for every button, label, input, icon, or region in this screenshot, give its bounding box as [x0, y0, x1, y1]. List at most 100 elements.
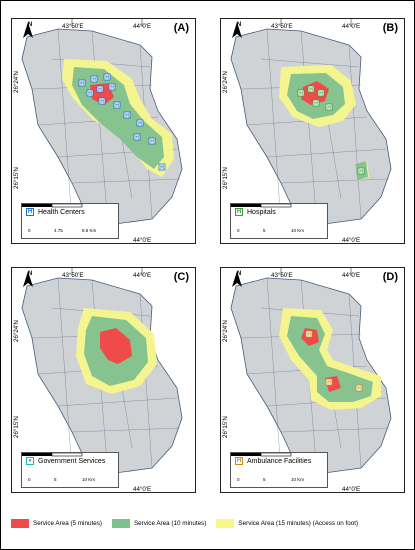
study-region: [230, 28, 392, 226]
longitude-label-left: 43°50'E: [62, 23, 84, 30]
facility-marker: [148, 137, 156, 145]
longitude-label-left: 43°50'E: [271, 23, 293, 30]
legend-item-10-min: Service Area (10 minutes): [111, 518, 207, 528]
facility-legend-label: Hospitals: [247, 208, 276, 216]
north-arrow: N: [232, 22, 246, 38]
longitude-label-bottom: 44°0'E: [133, 486, 152, 493]
facility-marker: [325, 378, 333, 386]
map-panel-c: N (C) 43°50'E 44°0'E 26°24'N 26°15'N 44°0'E ● Go…: [11, 267, 196, 493]
district-boundary: [266, 148, 387, 158]
facility-marker-glyph: H: [309, 87, 313, 93]
facility-legend-row: H Health Centers: [26, 208, 85, 216]
legend-item-15-min: Service Area (15 minutes) (Access on foo…: [216, 518, 359, 528]
scale-label: 10 Km: [291, 477, 305, 482]
scale-label: 0: [28, 228, 31, 233]
district-boundary: [266, 28, 282, 224]
scale-label: 0: [28, 477, 31, 482]
scale-bar: [231, 453, 292, 457]
district-boundary: [71, 427, 181, 433]
longitude-label-right: 44°0'E: [133, 272, 152, 279]
map-panel-a: H H H H H H H H H H H H H N (A) 43°50'E 44°0'E 26°24'N 26°…: [11, 18, 196, 244]
facility-marker-glyph: H: [92, 77, 96, 83]
latitude-label-bottom: 26°15'N: [222, 167, 229, 189]
north-arrow: N: [23, 271, 37, 287]
longitude-label-left: 43°50'E: [62, 272, 84, 279]
facility-icon: H: [235, 208, 243, 216]
district-boundary: [280, 178, 390, 184]
scale-label: 9.5 Km: [82, 228, 97, 233]
district-boundary: [57, 397, 178, 407]
facility-marker: [357, 167, 365, 175]
latitude-label-bottom: 26°15'N: [222, 416, 229, 438]
latitude-label-top: 26°24'N: [13, 71, 20, 93]
legend-item-5-min: Service Area (5 minutes): [11, 518, 102, 528]
facility-legend: H Hospitals 0 5 10 Km: [230, 203, 328, 239]
north-arrow: N: [23, 22, 37, 38]
facility-marker-glyph: H: [125, 113, 129, 119]
facility-marker-glyph: H: [135, 135, 139, 141]
scale-label: 0: [237, 477, 240, 482]
longitude-label-bottom: 44°0'E: [342, 237, 361, 244]
facility-marker: [312, 99, 320, 107]
district-boundary: [300, 30, 318, 226]
facility-marker: [108, 83, 116, 91]
facility-marker-glyph: H: [327, 105, 331, 111]
scale-label: 4.75: [54, 228, 63, 233]
facility-marker-glyph: H: [98, 87, 102, 93]
facility-marker: [113, 101, 121, 109]
facility-marker: [307, 85, 315, 93]
scale-bar: [231, 204, 292, 208]
facility-icon: H: [235, 457, 243, 465]
facility-marker: [90, 75, 98, 83]
facility-marker-glyph: H: [359, 169, 363, 175]
district-boundary: [71, 178, 181, 184]
district-boundary: [57, 28, 73, 224]
facility-marker-glyph: H: [319, 91, 323, 97]
north-label: N: [236, 22, 242, 28]
north-arrow-icon: [23, 271, 33, 287]
facility-marker: [305, 330, 313, 338]
facility-marker: [96, 85, 104, 93]
facility-marker: [123, 111, 131, 119]
latitude-label-top: 26°24'N: [222, 320, 229, 342]
facility-marker-glyph: H: [314, 101, 318, 107]
north-label: N: [236, 271, 242, 277]
facility-marker-glyph: H: [299, 91, 303, 97]
legend-label-15-min: Service Area (15 minutes) (Access on foo…: [238, 519, 359, 527]
facility-marker: [317, 89, 325, 97]
facility-marker: [297, 89, 305, 97]
north-arrow-icon: [232, 22, 242, 38]
legend-label-10-min: Service Area (10 minutes): [133, 519, 207, 527]
north-arrow-icon: [23, 22, 33, 38]
facility-marker: [78, 79, 86, 87]
scale-label: 5: [263, 228, 266, 233]
north-label: N: [27, 271, 33, 277]
facility-legend: ● Government Services 0 5 10 Km: [21, 452, 119, 488]
facility-marker-glyph: H: [357, 386, 361, 392]
facility-legend-row: ● Government Services: [26, 457, 105, 465]
longitude-label-right: 44°0'E: [342, 272, 361, 279]
facility-marker: [325, 103, 333, 111]
longitude-label-bottom: 44°0'E: [133, 237, 152, 244]
facility-icon: H: [26, 208, 34, 216]
facility-marker: [103, 73, 111, 81]
facility-legend-label: Ambulance Facilities: [247, 457, 312, 465]
service-area-legend: Service Area (5 minutes) Service Area (1…: [11, 515, 406, 531]
scale-bar: [22, 204, 83, 208]
panel-letter: (C): [173, 271, 189, 283]
longitude-label-right: 44°0'E: [342, 23, 361, 30]
latitude-label-bottom: 26°15'N: [13, 167, 20, 189]
map-panel-d: H H H N (D) 43°50'E 44°0'E 26°24'N 26°15'N 44°0'E…: [220, 267, 405, 493]
scale-label: 5: [54, 477, 57, 482]
latitude-label-top: 26°24'N: [13, 320, 20, 342]
facility-marker-glyph: H: [307, 332, 311, 338]
scale-label: 10 Km: [82, 477, 96, 482]
latitude-label-bottom: 26°15'N: [13, 416, 20, 438]
facility-marker: [98, 97, 106, 105]
facility-marker-glyph: H: [327, 380, 331, 386]
facility-icon: ●: [26, 457, 34, 465]
facility-marker-glyph: H: [80, 81, 84, 87]
facility-marker-glyph: H: [105, 75, 109, 81]
